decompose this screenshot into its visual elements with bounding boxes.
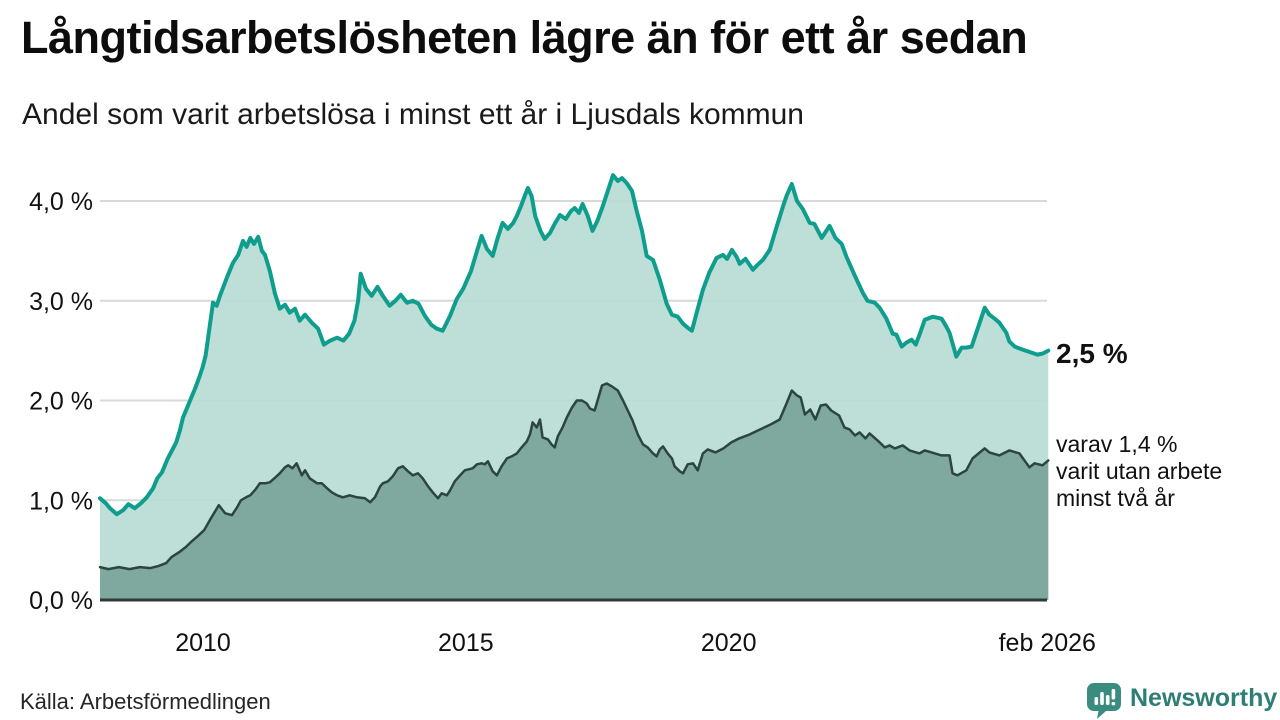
chart-lines (98, 173, 1051, 571)
series2-end-label-line3: minst två år (1056, 485, 1175, 511)
newsworthy-bubble-chart-icon (1087, 682, 1121, 719)
chart-areas (100, 175, 1049, 600)
svg-text:3,0 %: 3,0 % (29, 288, 93, 316)
source-credit: Källa: Arbetsförmedlingen (20, 689, 271, 714)
series2-end-value-label: varav 1,4 % varit utan arbete minst två … (1056, 431, 1222, 512)
svg-text:0,0 %: 0,0 % (29, 587, 93, 615)
series2-end-label-line1: varav 1,4 % (1056, 431, 1178, 457)
series1-end-value-label: 2,5 % (1056, 338, 1128, 369)
newsworthy-logo: Newsworthy (1086, 682, 1278, 719)
svg-text:4,0 %: 4,0 % (29, 188, 93, 216)
x-axis-tick-labels: 2010 2015 2020 feb 2026 (175, 629, 1096, 657)
chart-subtitle: Andel som varit arbetslösa i minst ett å… (22, 98, 804, 131)
newsworthy-wordmark: Newsworthy (1130, 684, 1278, 712)
y-axis-tick-labels: 0,0 % 1,0 % 2,0 % 3,0 % 4,0 % (29, 188, 93, 615)
page-title: Långtidsarbetslösheten lägre än för ett … (21, 12, 1028, 63)
svg-text:2015: 2015 (438, 629, 494, 657)
svg-text:1,0 %: 1,0 % (29, 487, 93, 515)
svg-text:2020: 2020 (701, 629, 757, 657)
svg-text:2,0 %: 2,0 % (29, 388, 93, 416)
svg-text:feb 2026: feb 2026 (999, 629, 1096, 657)
series2-end-label-line2: varit utan arbete (1056, 458, 1223, 484)
svg-text:2010: 2010 (175, 629, 231, 657)
